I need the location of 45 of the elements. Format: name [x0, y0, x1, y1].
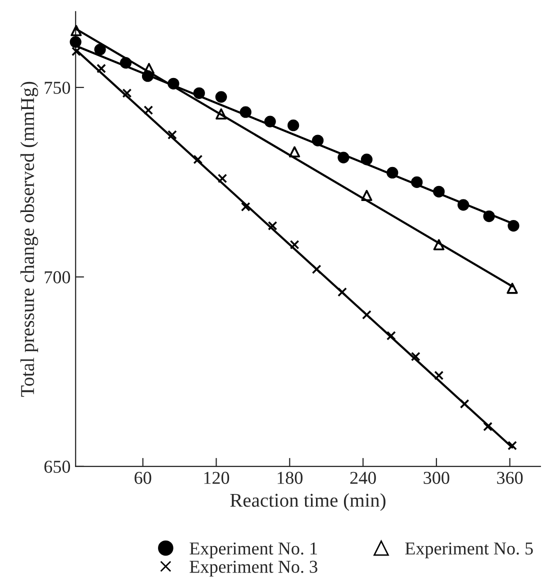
y-axis-title: Total pressure change observed (mmHg): [20, 82, 38, 397]
point: [434, 370, 444, 380]
point: [290, 240, 300, 250]
x-tick-label: 60: [134, 472, 152, 484]
point: [70, 36, 82, 48]
point: [483, 422, 493, 432]
x-tick-label: 180: [278, 472, 303, 484]
point: [268, 221, 278, 230]
point: [122, 88, 132, 98]
y-tick-label: 750: [44, 82, 70, 94]
y-tick-label: 650: [44, 460, 70, 473]
legend-label: Experiment No. 1: [190, 542, 317, 558]
point: [288, 120, 300, 132]
point: [72, 46, 81, 56]
point: [312, 264, 322, 274]
point: [218, 174, 228, 184]
point: [168, 130, 177, 140]
x-axis-title: Reaction time (min): [230, 493, 386, 511]
point: [508, 440, 517, 450]
x-tick-label: 240: [350, 472, 376, 484]
point: [96, 64, 106, 74]
point: [70, 25, 82, 36]
x-tick-label: 360: [497, 472, 523, 484]
point: [288, 146, 300, 158]
point: [386, 330, 396, 340]
legend-label: Experiment No. 3: [190, 560, 318, 577]
point: [144, 105, 154, 115]
x-tick-label: 120: [204, 472, 230, 484]
point: [215, 91, 227, 103]
point: [460, 399, 470, 409]
point: [193, 154, 203, 164]
point: [240, 202, 250, 212]
point: [338, 287, 347, 297]
point: [433, 239, 444, 250]
legend-label: Experiment No. 5: [405, 542, 533, 558]
point: [362, 310, 372, 320]
point: [94, 44, 106, 56]
y-tick-label: 700: [44, 271, 70, 284]
point: [508, 220, 520, 232]
x-tick-label: 300: [424, 472, 450, 484]
point: [506, 282, 518, 294]
point: [216, 108, 227, 120]
point: [143, 62, 155, 74]
point: [410, 352, 420, 362]
point: [361, 190, 372, 202]
